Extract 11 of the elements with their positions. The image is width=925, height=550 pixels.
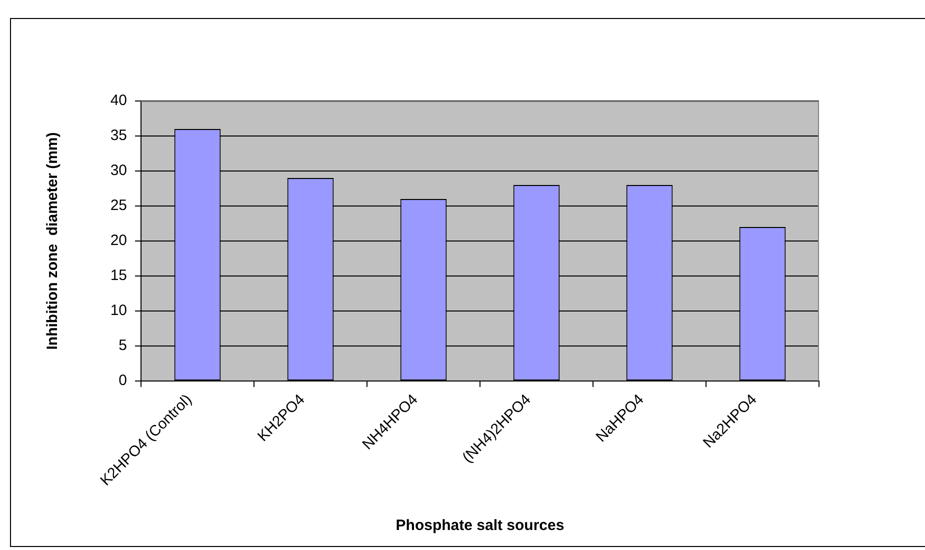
y-tick-label: 35 xyxy=(110,127,127,144)
y-tick-label: 15 xyxy=(110,267,127,284)
y-tick-label: 40 xyxy=(110,92,127,110)
y-tick-label: 20 xyxy=(110,232,127,250)
y-axis-title: Inhibition zone diameter (mm) xyxy=(44,132,62,350)
y-tick-label: 0 xyxy=(118,372,127,390)
y-tick-label: 10 xyxy=(110,302,127,320)
x-axis-title: Phosphate salt sources xyxy=(396,517,564,534)
y-tick-label: 25 xyxy=(110,197,127,214)
y-tick-label: 5 xyxy=(118,337,127,354)
y-tick-label: 30 xyxy=(110,162,127,180)
